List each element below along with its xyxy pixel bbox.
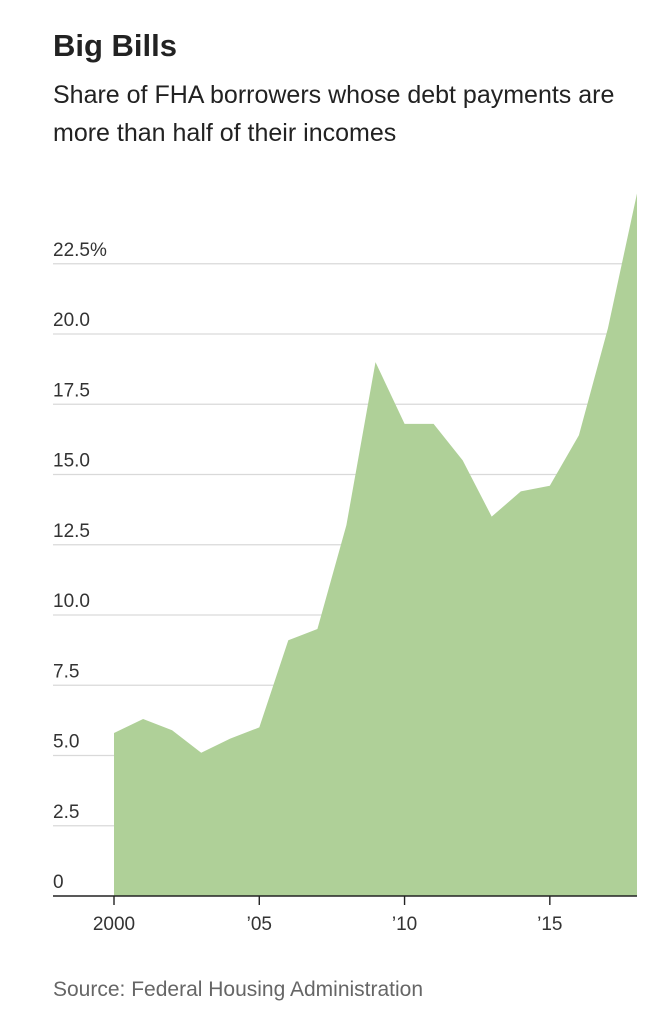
x-tick-label: ’05 <box>247 914 272 935</box>
x-tick-label: ’10 <box>392 914 417 935</box>
x-axis-ticks: 2000 ’05 ’10 ’15 <box>93 896 563 935</box>
y-tick-label: 5.0 <box>53 732 79 753</box>
y-tick-label: 12.5 <box>53 521 90 542</box>
source-note: Source: Federal Housing Administration <box>53 978 424 1001</box>
area-series-fill <box>114 193 637 896</box>
x-tick-label: ’15 <box>537 914 562 935</box>
y-tick-label: 22.5% <box>53 240 107 261</box>
y-tick-label: 10.0 <box>53 591 90 612</box>
x-tick-label: 2000 <box>93 914 135 935</box>
area-series <box>114 193 637 896</box>
y-tick-label: 20.0 <box>53 310 90 331</box>
y-tick-label: 2.5 <box>53 802 79 823</box>
y-tick-label: 7.5 <box>53 661 79 682</box>
y-tick-label: 0 <box>53 872 64 893</box>
area-chart: 0 2.5 5.0 7.5 10.0 12.5 15.0 17.5 20.0 22.5% 2000… <box>53 193 637 935</box>
chart-subtitle: Share of FHA borrowers whose debt paymen… <box>53 81 615 147</box>
y-tick-label: 17.5 <box>53 380 90 401</box>
y-tick-label: 15.0 <box>53 451 90 472</box>
chart-title: Big Bills <box>53 28 178 63</box>
y-axis-ticks: 0 2.5 5.0 7.5 10.0 12.5 15.0 17.5 20.0 22.5% <box>53 240 107 893</box>
